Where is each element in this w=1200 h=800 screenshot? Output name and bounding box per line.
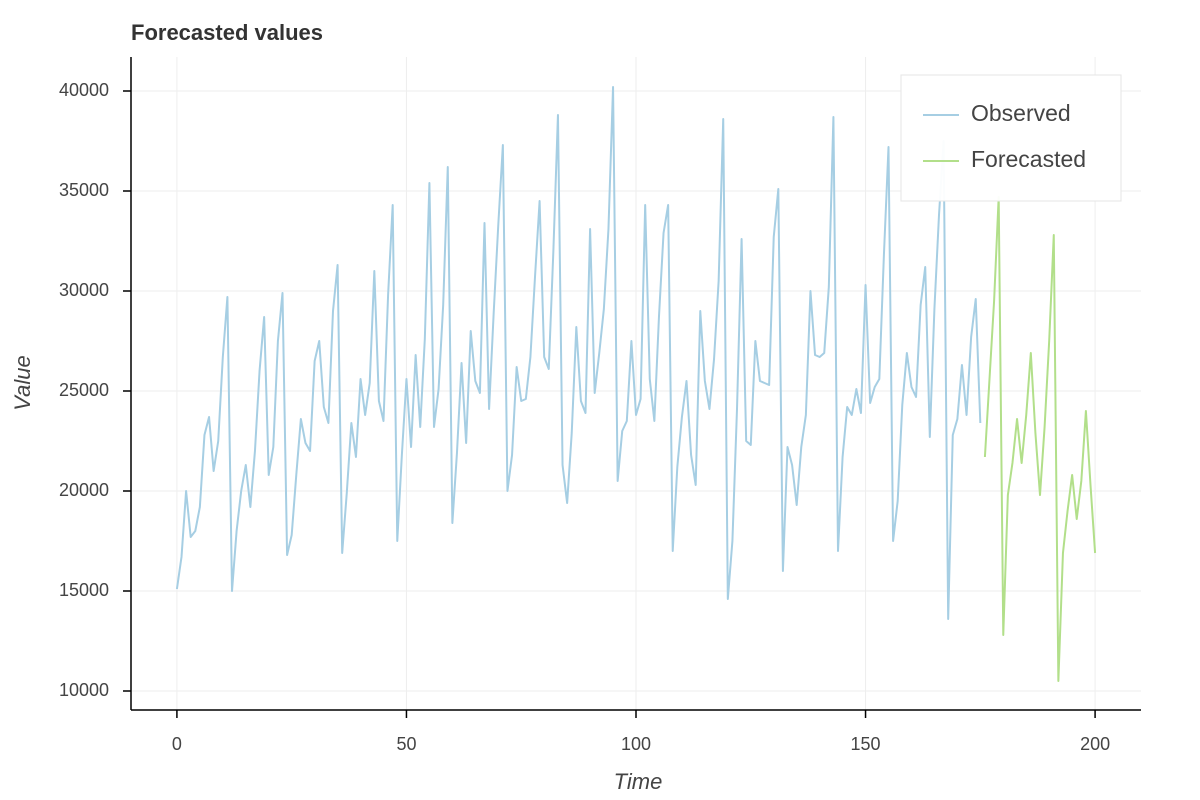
x-tick-label: 100 [621,734,651,754]
plot-lines [175,86,1097,682]
y-tick-label: 15000 [59,580,109,600]
legend-label: Observed [971,100,1071,126]
chart-title: Forecasted values [131,20,323,45]
legend: Observed Forecasted [900,74,1122,202]
legend-label: Forecasted [971,146,1086,172]
x-tick-label: 200 [1080,734,1110,754]
series-line [175,86,982,620]
y-tick-label: 20000 [59,480,109,500]
y-tick-label: 10000 [59,680,109,700]
series-line [983,196,1097,682]
y-tick-label: 30000 [59,280,109,300]
axes: 0 50 100 150 200 10000 15000 20000 25000 30000 350… [59,57,1141,754]
y-tick-label: 40000 [59,80,109,100]
x-axis-label: Time [614,769,663,794]
x-tick-label: 150 [851,734,881,754]
x-tick-label: 0 [172,734,182,754]
y-tick-label: 25000 [59,380,109,400]
legend-box [900,74,1122,202]
y-axis-label: Value [10,355,35,410]
x-tick-label: 50 [396,734,416,754]
y-tick-label: 35000 [59,180,109,200]
